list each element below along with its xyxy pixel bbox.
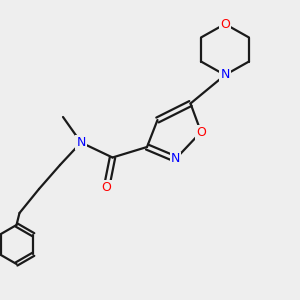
- Text: N: N: [220, 68, 230, 82]
- Text: O: O: [102, 181, 111, 194]
- Text: O: O: [196, 125, 206, 139]
- Text: N: N: [76, 136, 86, 149]
- Text: O: O: [220, 17, 230, 31]
- Text: N: N: [171, 152, 180, 166]
